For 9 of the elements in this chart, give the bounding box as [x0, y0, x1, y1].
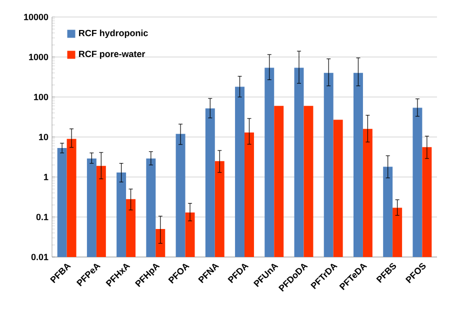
y-tick-label: 0.01: [31, 254, 48, 260]
y-tick-label: 0.1: [36, 214, 48, 220]
y-tick-label: 100: [34, 94, 48, 100]
y-tick-label: 10: [39, 134, 48, 140]
y-tick-label: 10000: [24, 14, 48, 20]
y-tick-label: 1: [44, 174, 48, 180]
legend-label: RCF hydroponic: [79, 30, 148, 38]
y-tick-label: 1000: [29, 54, 48, 60]
legend-label: RCF pore-water: [79, 50, 146, 59]
